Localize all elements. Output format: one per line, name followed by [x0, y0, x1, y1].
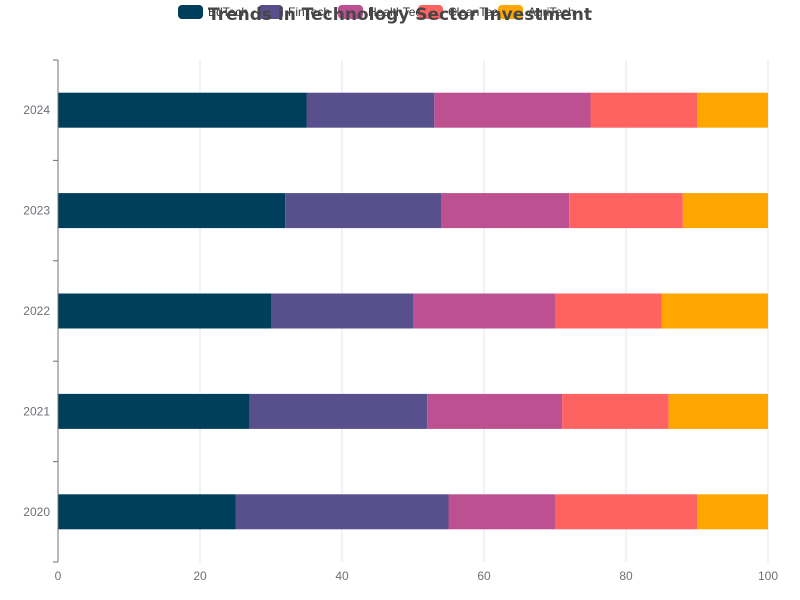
y-tick-label: 2023 — [23, 204, 50, 218]
bar-segment[interactable] — [58, 92, 307, 128]
legend-label: AgriTech — [528, 5, 575, 19]
axes: 0 20 40 60 80 100 2020 2021 2022 2023 2024 — [23, 59, 778, 583]
chart-title: Trends in Technology Sector Investment — [208, 5, 592, 25]
bar-segment[interactable] — [427, 393, 563, 429]
bar-segment[interactable] — [58, 494, 236, 530]
x-tick-label: 20 — [193, 569, 207, 583]
legend-swatch — [498, 5, 523, 19]
bar-segment[interactable] — [434, 92, 591, 128]
bar-segment[interactable] — [448, 494, 556, 530]
bar-segment[interactable] — [58, 193, 286, 229]
legend-item[interactable]: EdTech — [178, 5, 248, 19]
x-tick-label: 60 — [477, 569, 491, 583]
bar-segment[interactable] — [58, 293, 271, 329]
bar-segment[interactable] — [661, 293, 769, 329]
bar-segment[interactable] — [306, 92, 435, 128]
bar-segment[interactable] — [562, 393, 669, 429]
x-tick-label: 40 — [335, 569, 349, 583]
bar-segment[interactable] — [668, 393, 768, 429]
bar-segment[interactable] — [697, 494, 768, 530]
x-tick-label: 100 — [758, 569, 778, 583]
legend-swatch — [418, 5, 443, 19]
bar-segment[interactable] — [58, 393, 250, 429]
bar-segment[interactable] — [555, 494, 697, 530]
y-tick-label: 2020 — [23, 505, 50, 519]
bar-segment[interactable] — [271, 293, 413, 329]
bar-segment[interactable] — [441, 193, 570, 229]
y-tick-label: 2021 — [23, 404, 50, 418]
y-tick-label: 2022 — [23, 304, 50, 318]
legend-item[interactable]: CleanTech — [418, 5, 505, 19]
legend-label: FinTech — [288, 5, 330, 19]
bar-segment[interactable] — [682, 193, 768, 229]
legend-swatch — [178, 5, 203, 19]
legend-item[interactable]: FinTech — [258, 5, 330, 19]
bar-segment[interactable] — [697, 92, 768, 128]
legend-item[interactable]: AgriTech — [498, 5, 575, 19]
y-tick-label: 2024 — [23, 103, 50, 117]
legend-swatch — [338, 5, 363, 19]
x-tick-label: 0 — [55, 569, 62, 583]
legend[interactable]: EdTech FinTech HealthTech CleanTech AgriTech — [178, 5, 575, 19]
legend-label: EdTech — [208, 5, 248, 19]
legend-swatch — [258, 5, 283, 19]
bar-segment[interactable] — [285, 193, 442, 229]
bar-segment[interactable] — [555, 293, 662, 329]
bar-segment[interactable] — [235, 494, 449, 530]
legend-label: CleanTech — [448, 5, 505, 19]
bar-segment[interactable] — [590, 92, 698, 128]
legend-item[interactable]: HealthTech — [338, 5, 428, 19]
bar-segment[interactable] — [249, 393, 428, 429]
bar-segment[interactable] — [569, 193, 683, 229]
bar-segment[interactable] — [413, 293, 555, 329]
bars — [58, 92, 769, 530]
x-tick-label: 80 — [619, 569, 633, 583]
legend-label: HealthTech — [368, 5, 428, 19]
